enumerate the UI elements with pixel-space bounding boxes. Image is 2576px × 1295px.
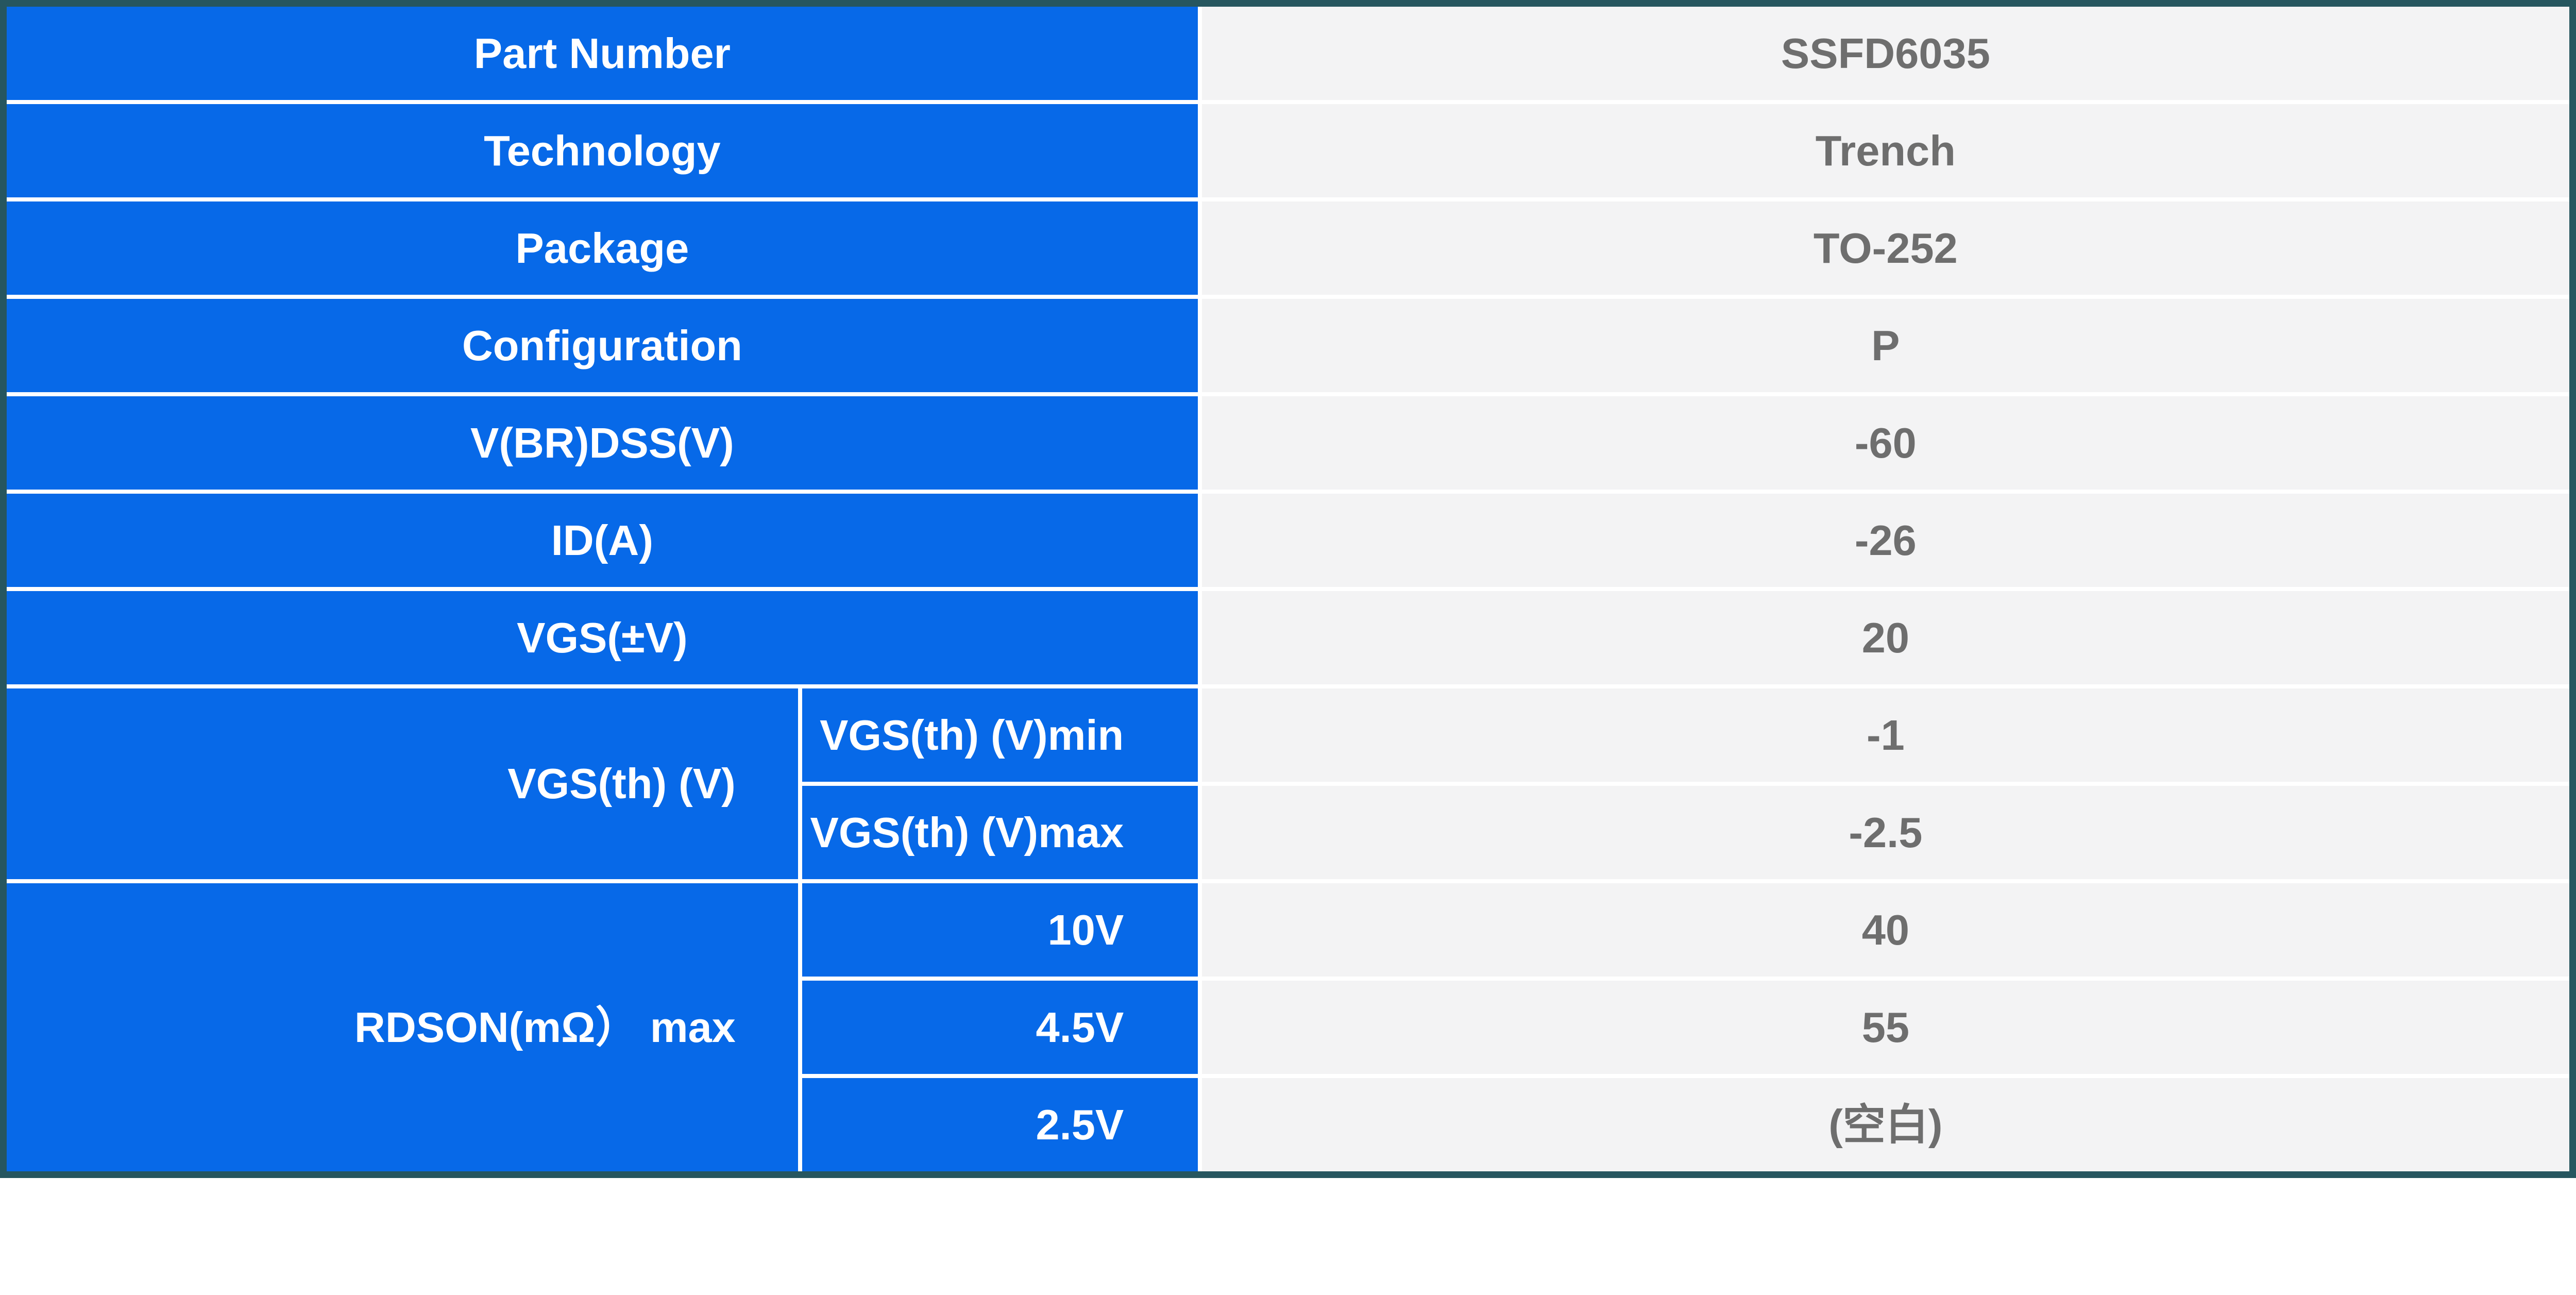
rdson-group-label-cell: RDSON(mΩ） max [7, 883, 798, 1171]
vgs-label-cell: VGS(±V) [7, 591, 1198, 684]
technology-value-cell: Trench [1201, 104, 2569, 197]
rdson-4v5-label-cell: 4.5V [802, 981, 1198, 1074]
rdson-10v-value-cell: 40 [1201, 883, 2569, 977]
vgsth-group-label-cell: VGS(th) (V) [7, 688, 798, 879]
id-label-cell: ID(A) [7, 494, 1198, 587]
package-label-cell: Package [7, 201, 1198, 295]
id-value-cell: -26 [1201, 494, 2569, 587]
vbrdss-value-cell: -60 [1201, 396, 2569, 490]
configuration-label-cell: Configuration [7, 299, 1198, 392]
configuration-value-cell: P [1201, 299, 2569, 392]
rdson-2v5-value-cell: (空白) [1201, 1078, 2569, 1171]
vgsth-max-label-cell: VGS(th) (V)max [802, 786, 1198, 879]
rdson-2v5-label-cell: 2.5V [802, 1078, 1198, 1171]
rdson-4v5-value-cell: 55 [1201, 981, 2569, 1074]
spec-table-frame: Part Number SSFD6035 Technology Trench P… [0, 0, 2576, 1178]
package-value-cell: TO-252 [1201, 201, 2569, 295]
part-number-value-cell: SSFD6035 [1201, 7, 2569, 100]
technology-label-cell: Technology [7, 104, 1198, 197]
vgs-value-cell: 20 [1201, 591, 2569, 684]
spec-table: Part Number SSFD6035 Technology Trench P… [7, 7, 2569, 1171]
vgsth-min-value-cell: -1 [1201, 688, 2569, 782]
part-number-label-cell: Part Number [7, 7, 1198, 100]
rdson-10v-label-cell: 10V [802, 883, 1198, 977]
vgsth-min-label-cell: VGS(th) (V)min [802, 688, 1198, 782]
vgsth-max-value-cell: -2.5 [1201, 786, 2569, 879]
vbrdss-label-cell: V(BR)DSS(V) [7, 396, 1198, 490]
